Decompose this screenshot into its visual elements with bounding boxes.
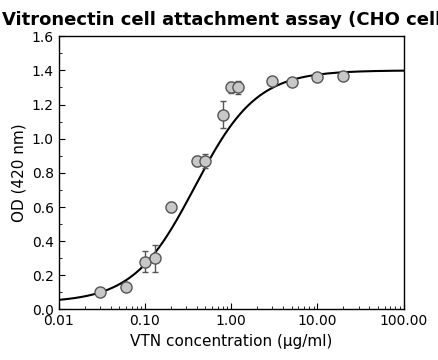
Title: Vitronectin cell attachment assay (CHO cells): Vitronectin cell attachment assay (CHO c…: [2, 11, 438, 29]
Y-axis label: OD (420 nm): OD (420 nm): [11, 123, 26, 222]
X-axis label: VTN concentration (μg/ml): VTN concentration (μg/ml): [130, 334, 332, 349]
